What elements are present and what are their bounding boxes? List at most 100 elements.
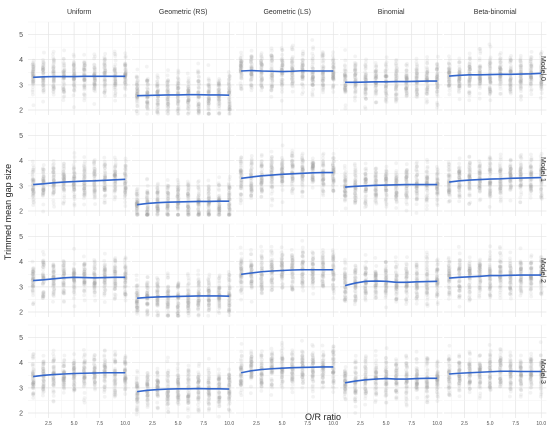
data-point — [51, 83, 56, 88]
data-point — [71, 66, 76, 71]
data-point — [62, 68, 67, 73]
data-point — [134, 192, 139, 196]
data-point — [166, 94, 171, 99]
data-point — [374, 170, 378, 175]
data-point — [82, 63, 87, 68]
data-point — [498, 161, 502, 166]
data-point — [92, 72, 97, 76]
data-point — [321, 51, 325, 56]
data-point — [414, 191, 419, 196]
point-cloud — [342, 48, 440, 111]
data-point — [196, 104, 201, 109]
data-point — [196, 85, 201, 90]
data-point — [82, 52, 87, 57]
data-point — [197, 192, 201, 197]
data-point — [206, 99, 211, 104]
data-point — [196, 86, 201, 91]
data-point — [528, 185, 533, 190]
data-point — [300, 58, 305, 62]
data-point — [217, 183, 222, 188]
data-point — [227, 212, 231, 217]
data-point — [206, 111, 211, 116]
data-point — [196, 74, 201, 79]
data-point — [51, 84, 56, 89]
data-point — [51, 49, 56, 54]
data-point — [82, 61, 87, 65]
data-point — [31, 85, 35, 89]
data-point — [113, 70, 118, 75]
data-point — [61, 57, 66, 61]
data-point — [320, 82, 325, 87]
data-point — [280, 183, 285, 188]
data-point — [186, 106, 191, 111]
data-point — [135, 89, 139, 94]
data-point — [249, 83, 254, 88]
data-point — [498, 195, 503, 200]
data-point — [113, 58, 118, 63]
data-point — [71, 64, 76, 69]
data-point — [352, 95, 357, 100]
data-point — [82, 83, 87, 88]
data-point — [61, 87, 66, 92]
data-point — [31, 62, 36, 66]
data-point — [488, 64, 492, 69]
data-point — [196, 107, 201, 112]
data-point — [488, 156, 493, 160]
data-point — [93, 192, 97, 197]
data-point — [155, 89, 160, 94]
data-point — [112, 83, 117, 88]
data-point — [92, 69, 97, 74]
data-point — [207, 184, 211, 189]
data-point — [166, 95, 171, 100]
data-point — [155, 110, 160, 115]
data-point — [186, 90, 191, 95]
data-point — [72, 194, 77, 199]
data-point — [145, 99, 150, 104]
data-point — [331, 56, 336, 61]
data-point — [300, 183, 305, 187]
data-point — [226, 82, 231, 87]
data-point — [61, 161, 66, 166]
data-point — [102, 86, 107, 91]
data-point — [156, 102, 160, 107]
data-point — [539, 151, 544, 156]
data-point — [31, 82, 35, 87]
data-point — [71, 77, 76, 81]
data-point — [186, 85, 191, 90]
data-point — [269, 53, 274, 58]
data-point — [82, 77, 87, 82]
data-point — [72, 82, 77, 86]
data-point — [92, 72, 97, 77]
data-point — [270, 198, 275, 203]
data-point — [102, 56, 107, 61]
data-point — [497, 182, 502, 187]
data-point — [300, 194, 305, 199]
data-point — [300, 76, 304, 81]
data-point — [82, 202, 87, 207]
data-point — [112, 197, 117, 202]
data-point — [196, 96, 201, 101]
data-point — [238, 198, 243, 203]
data-point — [31, 63, 36, 68]
data-point — [185, 100, 190, 105]
data-point — [41, 170, 45, 175]
data-point — [197, 75, 201, 79]
data-point — [467, 64, 472, 69]
data-point — [135, 111, 140, 116]
data-point — [363, 161, 368, 166]
data-point — [166, 79, 171, 84]
data-point — [207, 90, 211, 95]
data-point — [217, 111, 222, 116]
data-point — [155, 73, 160, 78]
data-point — [135, 89, 140, 94]
data-point — [93, 202, 97, 207]
data-point — [72, 72, 77, 76]
data-point — [71, 71, 76, 76]
data-point — [41, 65, 46, 70]
data-point — [176, 85, 181, 90]
data-point — [457, 156, 462, 161]
data-point — [488, 191, 493, 196]
data-point — [102, 85, 107, 89]
data-point — [478, 81, 483, 85]
data-point — [477, 185, 482, 190]
